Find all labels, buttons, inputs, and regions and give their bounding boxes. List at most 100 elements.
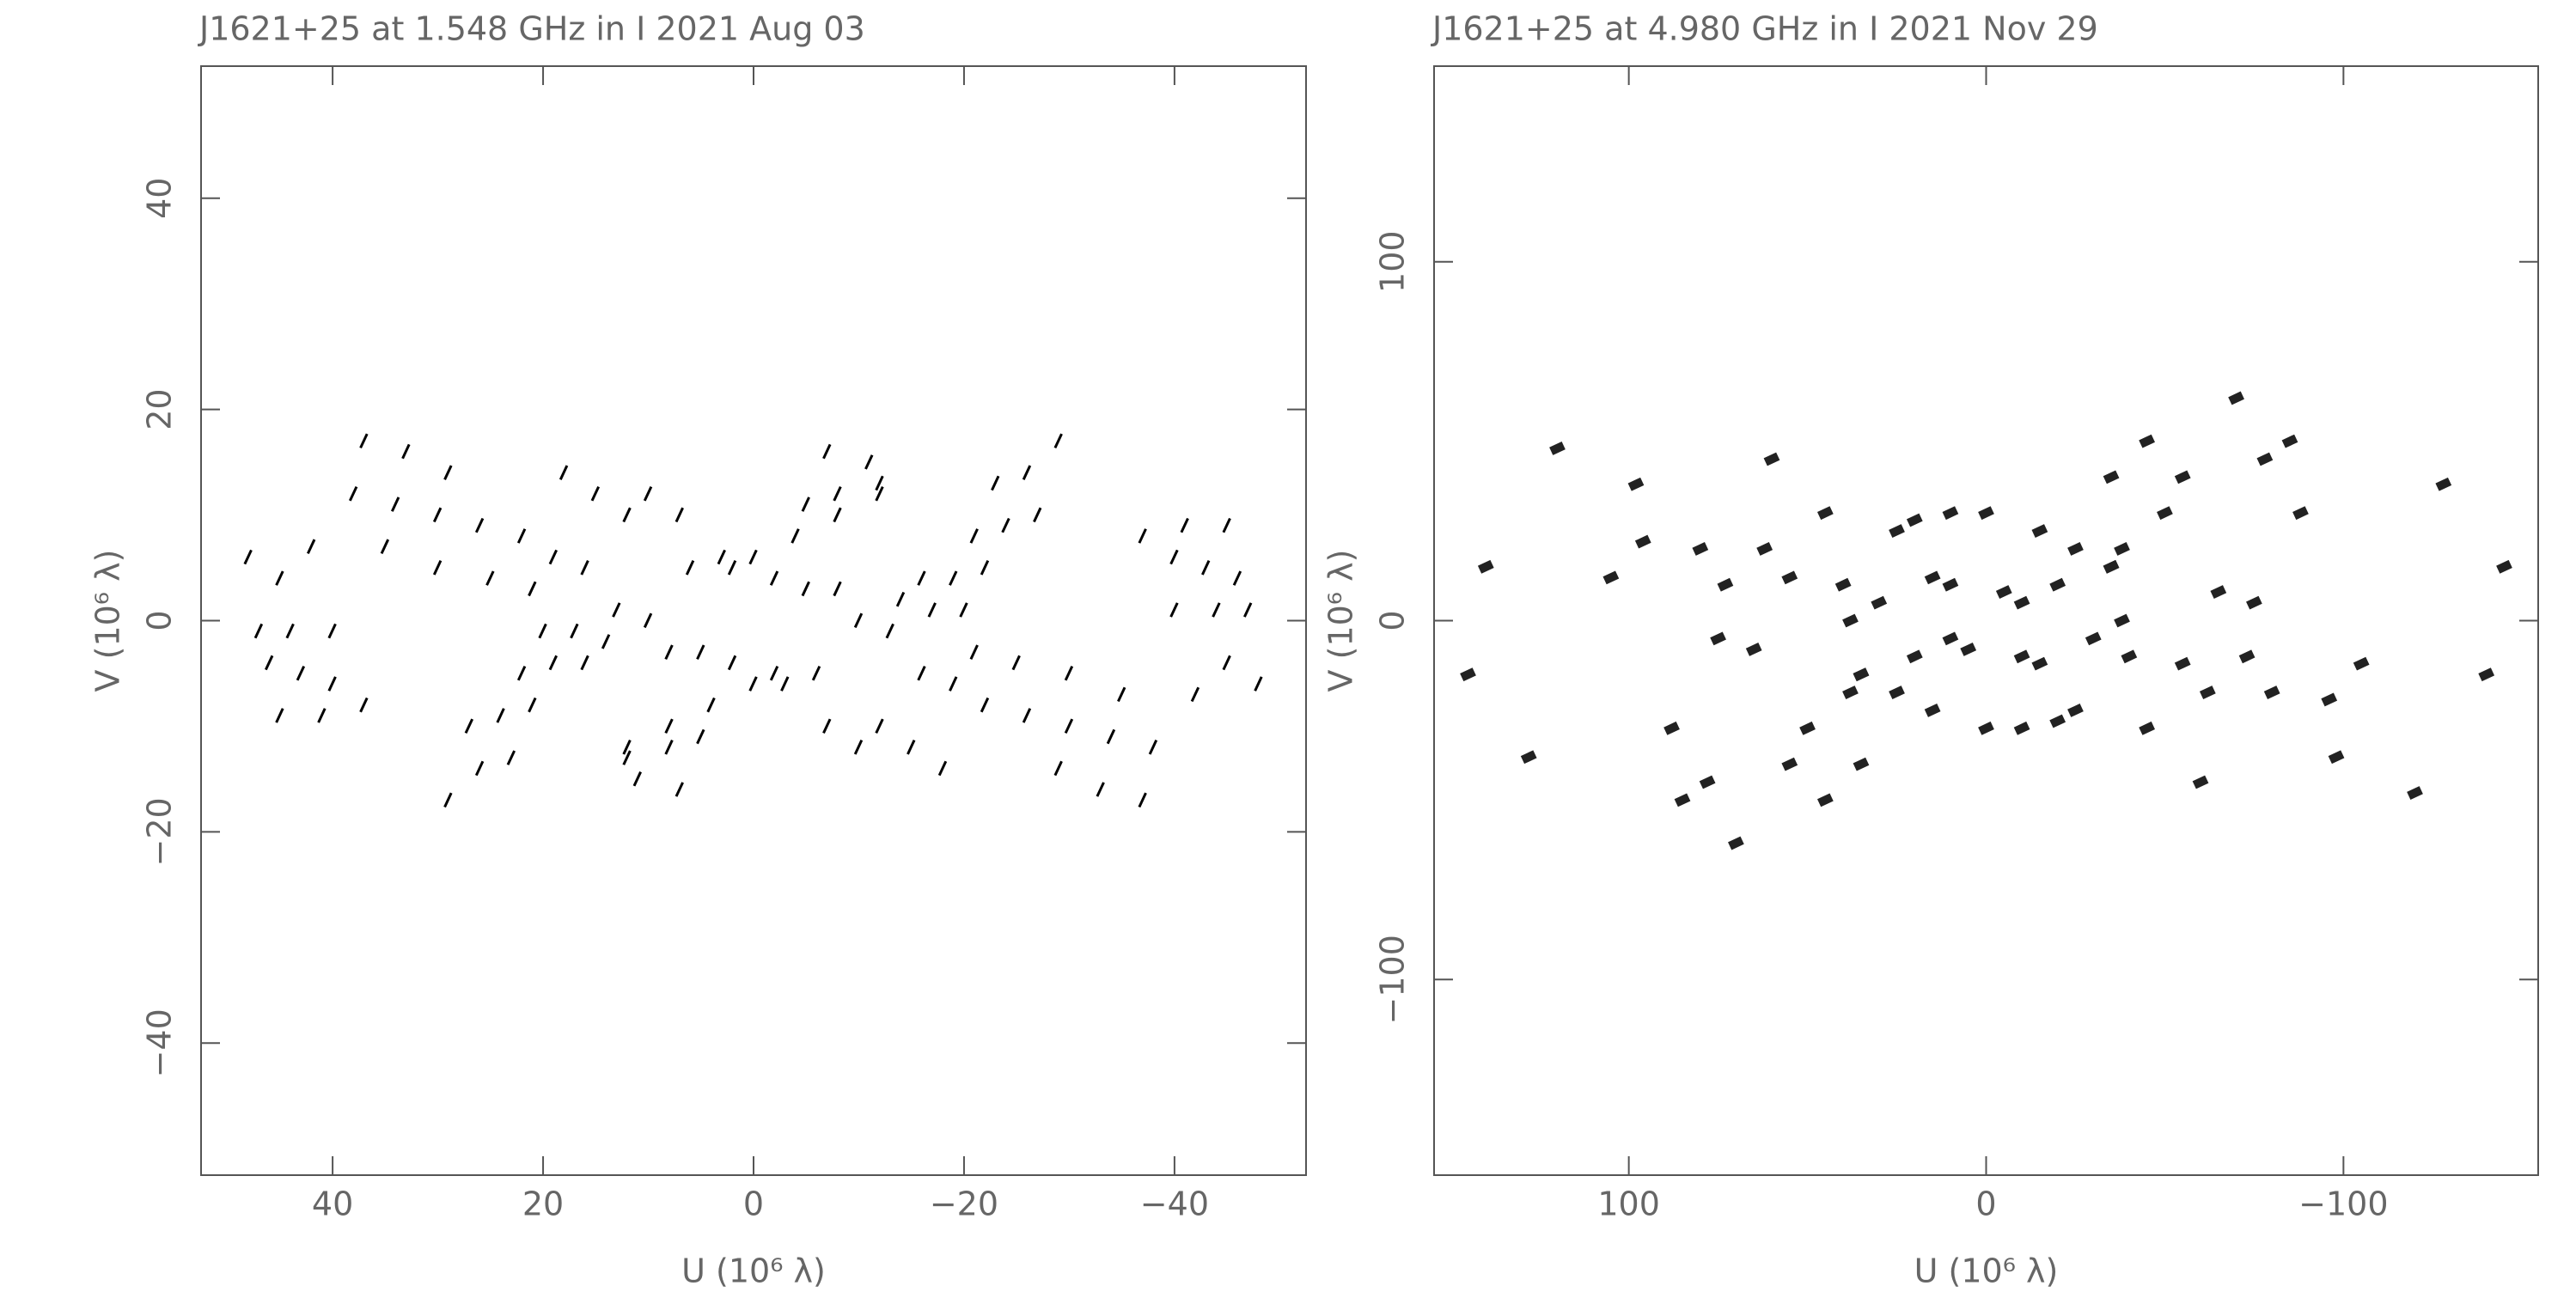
uv-point	[275, 570, 284, 586]
uv-point	[580, 655, 589, 671]
x-tick-label: 40	[312, 1185, 353, 1223]
uv-point	[1799, 721, 1816, 735]
uv-point	[2292, 506, 2309, 521]
uv-point	[1817, 506, 1834, 521]
uv-point	[1871, 595, 1888, 610]
uv-point	[1756, 542, 1773, 556]
uv-point	[1138, 528, 1147, 544]
uv-point	[496, 708, 505, 723]
uv-point	[506, 750, 516, 765]
uv-point	[2103, 470, 2120, 484]
uv-point	[516, 665, 527, 681]
uv-point	[1064, 718, 1074, 734]
uv-point	[1763, 452, 1780, 466]
uv-point	[1699, 775, 1716, 789]
uv-point	[253, 623, 264, 639]
uv-point	[2013, 595, 2030, 610]
uv-point	[317, 708, 327, 723]
plot-frame	[1433, 65, 2539, 1176]
uv-point	[559, 465, 569, 480]
uv-point	[306, 539, 316, 555]
uv-point	[612, 602, 621, 618]
uv-point	[980, 560, 990, 576]
uv-point	[327, 623, 337, 639]
uv-point	[2013, 649, 2030, 664]
uv-point	[696, 728, 705, 745]
uv-point	[2067, 704, 2084, 717]
x-tick-label: 0	[1975, 1185, 1996, 1223]
uv-point	[401, 443, 411, 460]
uv-point	[485, 570, 495, 586]
chart-title: J1621+25 at 1.548 GHz in I 2021 Aug 03	[198, 10, 865, 48]
uv-point	[1053, 433, 1063, 449]
uv-point	[1674, 793, 1691, 807]
uv-point	[2121, 649, 2138, 664]
uv-point	[1106, 728, 1116, 745]
y-tick-label: −100	[1374, 935, 1412, 1024]
uv-point	[622, 507, 632, 523]
uv-point	[1520, 750, 1537, 765]
uv-point	[1549, 442, 1566, 455]
uv-point	[791, 528, 800, 544]
uv-point	[1232, 570, 1242, 586]
uv-point	[1001, 517, 1010, 533]
uv-point	[801, 581, 810, 597]
uv-point	[2174, 470, 2191, 484]
uv-point	[727, 560, 737, 576]
uv-point	[432, 507, 443, 523]
uv-point	[853, 740, 864, 755]
uv-point	[875, 718, 884, 734]
uv-point	[1942, 577, 1959, 592]
uv-point	[275, 708, 284, 723]
uv-point	[2031, 656, 2048, 671]
uv-point	[643, 485, 653, 502]
uv-point	[949, 570, 958, 586]
uv-point	[1011, 655, 1021, 671]
uv-point	[2328, 750, 2345, 765]
uv-point	[2031, 524, 2048, 538]
uv-point	[2174, 656, 2191, 671]
uv-point	[1096, 782, 1105, 797]
y-tick-label: 0	[1374, 610, 1412, 631]
uv-point	[2246, 595, 2262, 610]
uv-point	[1924, 704, 1941, 717]
uv-point	[1222, 517, 1231, 533]
uv-point	[359, 697, 369, 713]
uv-point	[1853, 667, 1870, 682]
uv-point	[464, 718, 474, 734]
uv-point	[643, 612, 653, 629]
y-axis-label: V (10⁶ λ)	[1322, 550, 1360, 692]
uv-point	[327, 676, 337, 692]
uv-point	[959, 602, 968, 618]
uv-point	[1717, 577, 1734, 592]
uv-point	[1906, 649, 1923, 664]
uv-point	[875, 475, 884, 491]
uv-point	[1022, 708, 1032, 723]
uv-point	[706, 697, 716, 713]
uv-point	[1627, 477, 1645, 491]
uv-point	[1634, 534, 1651, 549]
uv-point	[390, 497, 400, 512]
uv-point	[949, 676, 958, 692]
uv-point	[937, 760, 948, 777]
uv-point	[906, 740, 916, 755]
uv-point	[2478, 667, 2495, 682]
uv-point	[380, 539, 390, 555]
uv-point	[664, 718, 674, 734]
uv-point	[2085, 631, 2102, 646]
uv-point	[1022, 465, 1032, 480]
uv-point	[685, 560, 695, 576]
uv-point	[1745, 643, 1762, 656]
uv-point	[927, 602, 937, 618]
x-tick-label: −40	[1140, 1185, 1209, 1223]
y-tick-label: −20	[141, 797, 179, 866]
uv-point	[432, 560, 443, 576]
uv-point	[895, 591, 906, 607]
uv-point	[2407, 786, 2423, 800]
uv-point	[2281, 434, 2298, 448]
uv-point	[2256, 452, 2274, 466]
uv-point	[917, 665, 926, 681]
uv-point	[2013, 721, 2030, 735]
uv-point	[622, 740, 632, 755]
y-axis-label: V (10⁶ λ)	[89, 550, 127, 692]
